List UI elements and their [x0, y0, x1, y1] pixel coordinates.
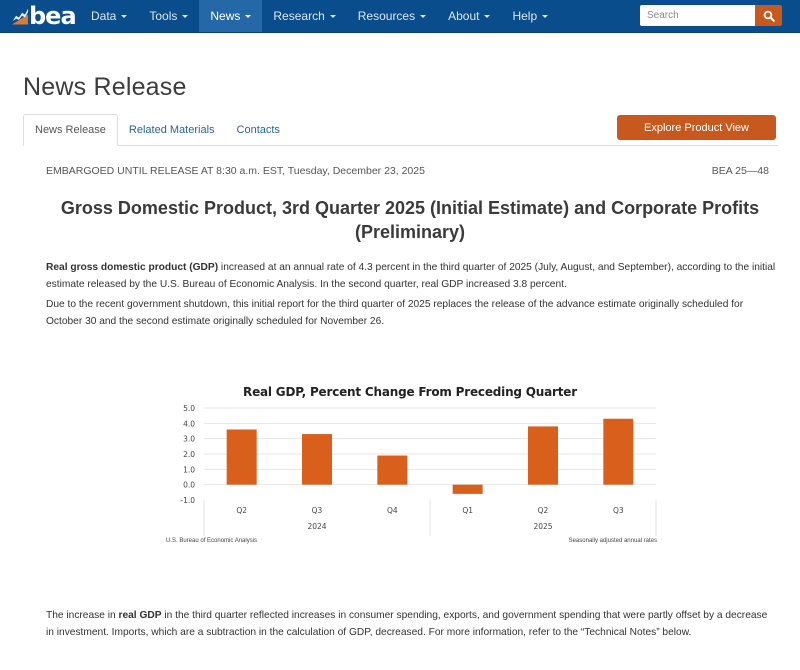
nav-item-research[interactable]: Research — [262, 0, 346, 32]
caret-down-icon — [182, 14, 189, 18]
paragraph-gdp-drivers: The increase in real GDP in the third qu… — [46, 608, 776, 641]
nav-item-resources[interactable]: Resources — [347, 0, 437, 32]
y-tick-label: 5.0 — [183, 404, 195, 413]
paragraph-text: in the third quarter reflected increases… — [46, 610, 768, 638]
bar — [603, 418, 634, 485]
chart-plot: 5.0 4.0 3.0 2.0 1.0 0.0 -1.0 Q2 Q3 Q4 Q1 Q2 Q3 2024 20… — [180, 404, 657, 536]
y-tick-label: 2.0 — [183, 450, 195, 459]
x-group-label: 2024 — [307, 522, 326, 531]
gdp-bar-chart: 5.0 4.0 3.0 2.0 1.0 0.0 -1.0 Q2 Q3 Q4 Q1 Q2 Q3 2024 20… — [160, 380, 660, 550]
y-tick-label: 0.0 — [183, 481, 195, 490]
x-tick-label: Q2 — [236, 506, 247, 515]
top-navigation-bar: bea Data Tools News Research Resources A… — [0, 0, 800, 33]
search-input[interactable] — [640, 5, 755, 26]
nav-item-about[interactable]: About — [437, 0, 501, 32]
tab-news-release[interactable]: News Release — [23, 114, 118, 146]
paragraph-shutdown-note: Due to the recent government shutdown, t… — [46, 299, 744, 327]
caret-down-icon — [121, 14, 128, 18]
bea-logo[interactable]: bea — [12, 2, 77, 30]
nav-item-label: Research — [273, 9, 325, 23]
logo-text: bea — [29, 2, 77, 30]
chart-source: U.S. Bureau of Economic Analysis — [166, 538, 258, 544]
x-tick-label: Q3 — [312, 506, 323, 515]
nav-item-label: News — [210, 9, 241, 23]
search-button[interactable] — [755, 5, 782, 26]
search-icon — [763, 10, 775, 22]
y-tick-label: 3.0 — [183, 435, 195, 444]
bold-term: Real gross domestic product (GDP) — [46, 262, 219, 273]
embargo-notice: EMBARGOED UNTIL RELEASE AT 8:30 a.m. EST… — [46, 165, 425, 177]
y-tick-label: 4.0 — [183, 419, 195, 428]
caret-down-icon — [245, 14, 252, 18]
x-tick-label: Q2 — [538, 506, 549, 515]
tab-contacts[interactable]: Contacts — [236, 124, 280, 136]
nav-item-help[interactable]: Help — [501, 0, 559, 32]
nav-item-tools[interactable]: Tools — [138, 0, 199, 32]
bar — [452, 484, 483, 494]
search-form — [640, 5, 782, 26]
caret-down-icon — [542, 14, 549, 18]
caret-down-icon — [329, 14, 336, 18]
nav-item-label: Resources — [357, 9, 416, 23]
caret-down-icon — [420, 14, 427, 18]
nav-item-label: Help — [512, 9, 538, 23]
bar — [226, 429, 257, 485]
main-menu: Data Tools News Research Resources About… — [80, 0, 559, 32]
page-title: News Release — [23, 73, 187, 101]
release-headline: Gross Domestic Product, 3rd Quarter 2025… — [60, 198, 760, 242]
bea-logo-mark-icon — [12, 8, 28, 25]
nav-item-label: Data — [91, 9, 117, 23]
release-number: BEA 25—48 — [711, 165, 769, 177]
x-tick-label: Q1 — [462, 506, 473, 515]
y-tick-label: 1.0 — [183, 465, 195, 474]
release-tabs: News Release Related Materials Contacts — [23, 114, 291, 146]
explore-product-view-button[interactable]: Explore Product View — [617, 115, 776, 140]
tabs-divider — [23, 145, 778, 146]
nav-item-label: About — [448, 9, 480, 23]
x-tick-label: Q4 — [387, 506, 398, 515]
paragraph-text: The increase in — [46, 610, 119, 621]
caret-down-icon — [484, 14, 491, 18]
bar — [302, 434, 332, 485]
tab-related-materials[interactable]: Related Materials — [128, 124, 215, 136]
bar — [528, 426, 558, 485]
paragraph-gdp-summary: Real gross domestic product (GDP) increa… — [46, 260, 776, 293]
paragraph-text: increased at an annual rate of 4.3 perce… — [46, 262, 776, 290]
bold-term: real GDP — [118, 610, 162, 621]
nav-item-data[interactable]: Data — [80, 0, 138, 32]
nav-item-label: Tools — [149, 9, 178, 23]
chart-note: Seasonally adjusted annual rates — [568, 538, 657, 544]
x-group-label: 2025 — [533, 522, 552, 531]
nav-item-news[interactable]: News — [199, 0, 263, 32]
y-tick-label: -1.0 — [180, 496, 195, 505]
chart-title: Real GDP, Percent Change From Preceding … — [243, 385, 577, 399]
x-tick-label: Q3 — [613, 506, 624, 515]
bar — [377, 455, 408, 485]
